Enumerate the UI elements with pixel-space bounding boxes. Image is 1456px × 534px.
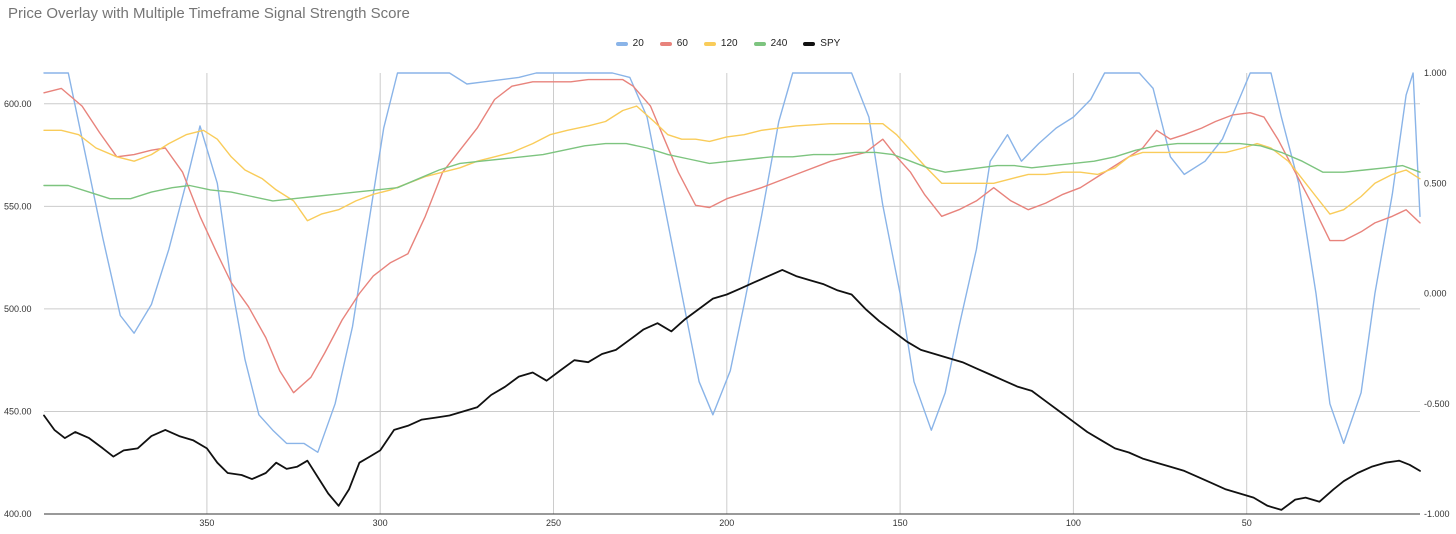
legend-label-60: 60 xyxy=(676,38,688,49)
series-line-spy xyxy=(43,269,1421,511)
y-left-tick-label: 500.00 xyxy=(4,304,32,314)
legend-item-240[interactable]: 240 xyxy=(753,38,788,49)
legend-item-120[interactable]: 120 xyxy=(703,38,738,49)
y-right-tick-label: -1.000 xyxy=(1424,509,1450,519)
chart-legend: 20 60 120 240 SPY xyxy=(0,38,1456,49)
legend-item-60[interactable]: 60 xyxy=(659,38,688,49)
series-line-240 xyxy=(43,142,1421,202)
y-right-tick-label: 1.000 xyxy=(1424,68,1447,78)
series-line-120 xyxy=(43,105,1421,222)
y-right-tick-label: 0.500 xyxy=(1424,178,1447,188)
x-tick-label: 50 xyxy=(1242,518,1252,528)
x-tick-label: 200 xyxy=(719,518,734,528)
x-tick-label: 100 xyxy=(1066,518,1081,528)
y-right-tick-label: -0.500 xyxy=(1424,399,1450,409)
legend-label-120: 120 xyxy=(720,38,738,49)
legend-swatch-spy xyxy=(803,41,816,46)
series-line-20 xyxy=(43,72,1421,453)
x-tick-label: 250 xyxy=(546,518,561,528)
legend-item-20[interactable]: 20 xyxy=(615,38,644,49)
legend-label-240: 240 xyxy=(770,38,788,49)
y-left-tick-label: 450.00 xyxy=(4,406,32,416)
y-left-tick-label: 550.00 xyxy=(4,201,32,211)
y-left-tick-label: 400.00 xyxy=(4,509,32,519)
legend-label-spy: SPY xyxy=(820,38,841,49)
legend-item-spy[interactable]: SPY xyxy=(803,38,840,49)
series-line-60 xyxy=(43,78,1421,394)
legend-swatch-120 xyxy=(703,41,716,46)
x-tick-label: 350 xyxy=(199,518,214,528)
legend-swatch-20 xyxy=(615,41,628,46)
x-tick-label: 300 xyxy=(373,518,388,528)
chart-title: Price Overlay with Multiple Timeframe Si… xyxy=(8,5,410,22)
legend-swatch-240 xyxy=(753,41,766,46)
legend-label-20: 20 xyxy=(632,38,644,49)
y-left-tick-label: 600.00 xyxy=(4,99,32,109)
legend-swatch-60 xyxy=(659,41,672,46)
y-right-tick-label: 0.000 xyxy=(1424,289,1447,299)
x-tick-label: 150 xyxy=(893,518,908,528)
